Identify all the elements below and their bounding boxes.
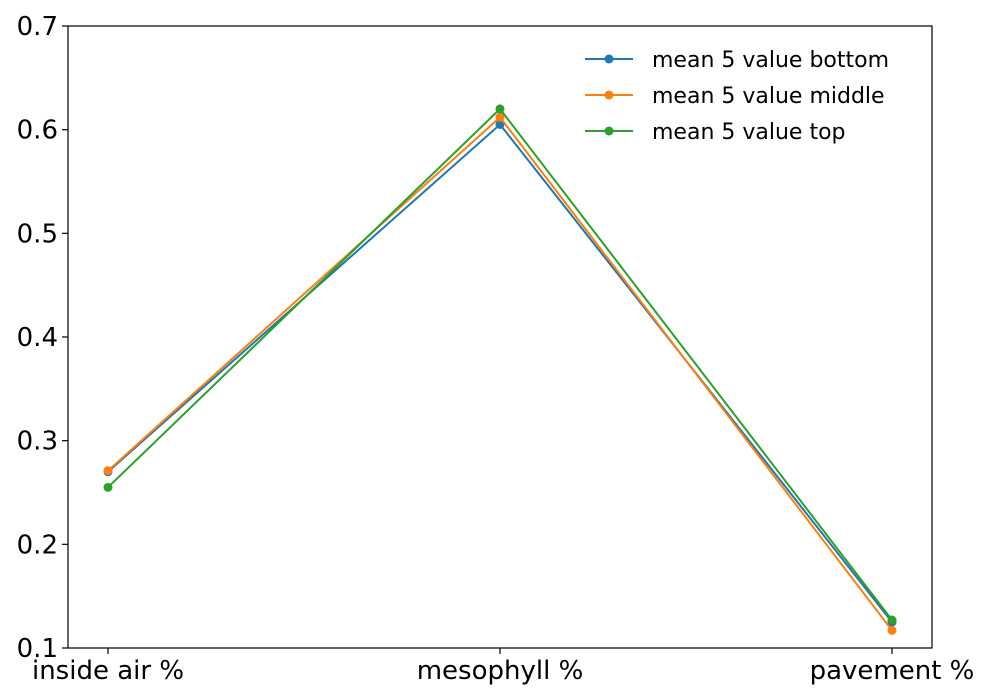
y-tick-label: 0.5 bbox=[17, 219, 58, 249]
series-2 bbox=[103, 112, 897, 635]
legend-marker bbox=[604, 54, 614, 64]
legend-item: mean 5 value bottom bbox=[585, 48, 889, 73]
legend-item: mean 5 value middle bbox=[585, 84, 885, 109]
y-tick-label: 0.6 bbox=[17, 116, 58, 146]
legend-label: mean 5 value middle bbox=[652, 84, 885, 109]
legend-label: mean 5 value top bbox=[652, 120, 846, 145]
y-tick-label: 0.3 bbox=[17, 427, 58, 457]
axis-layer: 0.1 0.2 0.3 0.4 0.5 0.6 0.7 inside air % mesophy… bbox=[17, 12, 975, 686]
data-point bbox=[495, 112, 505, 122]
legend-label: mean 5 value bottom bbox=[652, 48, 889, 73]
legend-marker bbox=[604, 126, 614, 136]
data-point bbox=[103, 466, 113, 476]
data-point bbox=[887, 625, 897, 635]
data-point bbox=[495, 119, 505, 129]
x-tick-label: inside air % bbox=[32, 656, 184, 686]
data-point bbox=[887, 615, 897, 625]
y-tick-label: 0.2 bbox=[17, 530, 58, 560]
x-tick-label: mesophyll % bbox=[417, 656, 584, 686]
series-layer bbox=[103, 104, 897, 635]
y-tick-label: 0.4 bbox=[17, 323, 58, 353]
data-point bbox=[103, 482, 113, 492]
x-tick-label: pavement % bbox=[810, 656, 975, 686]
legend-marker bbox=[604, 90, 614, 100]
series-1 bbox=[103, 119, 897, 627]
data-point bbox=[495, 104, 505, 114]
legend: mean 5 value bottom mean 5 value middle me… bbox=[585, 48, 889, 145]
y-tick-label: 0.1 bbox=[17, 634, 58, 664]
y-tick-label: 0.7 bbox=[17, 12, 58, 42]
series-3 bbox=[103, 104, 897, 625]
legend-item: mean 5 value top bbox=[585, 120, 846, 145]
